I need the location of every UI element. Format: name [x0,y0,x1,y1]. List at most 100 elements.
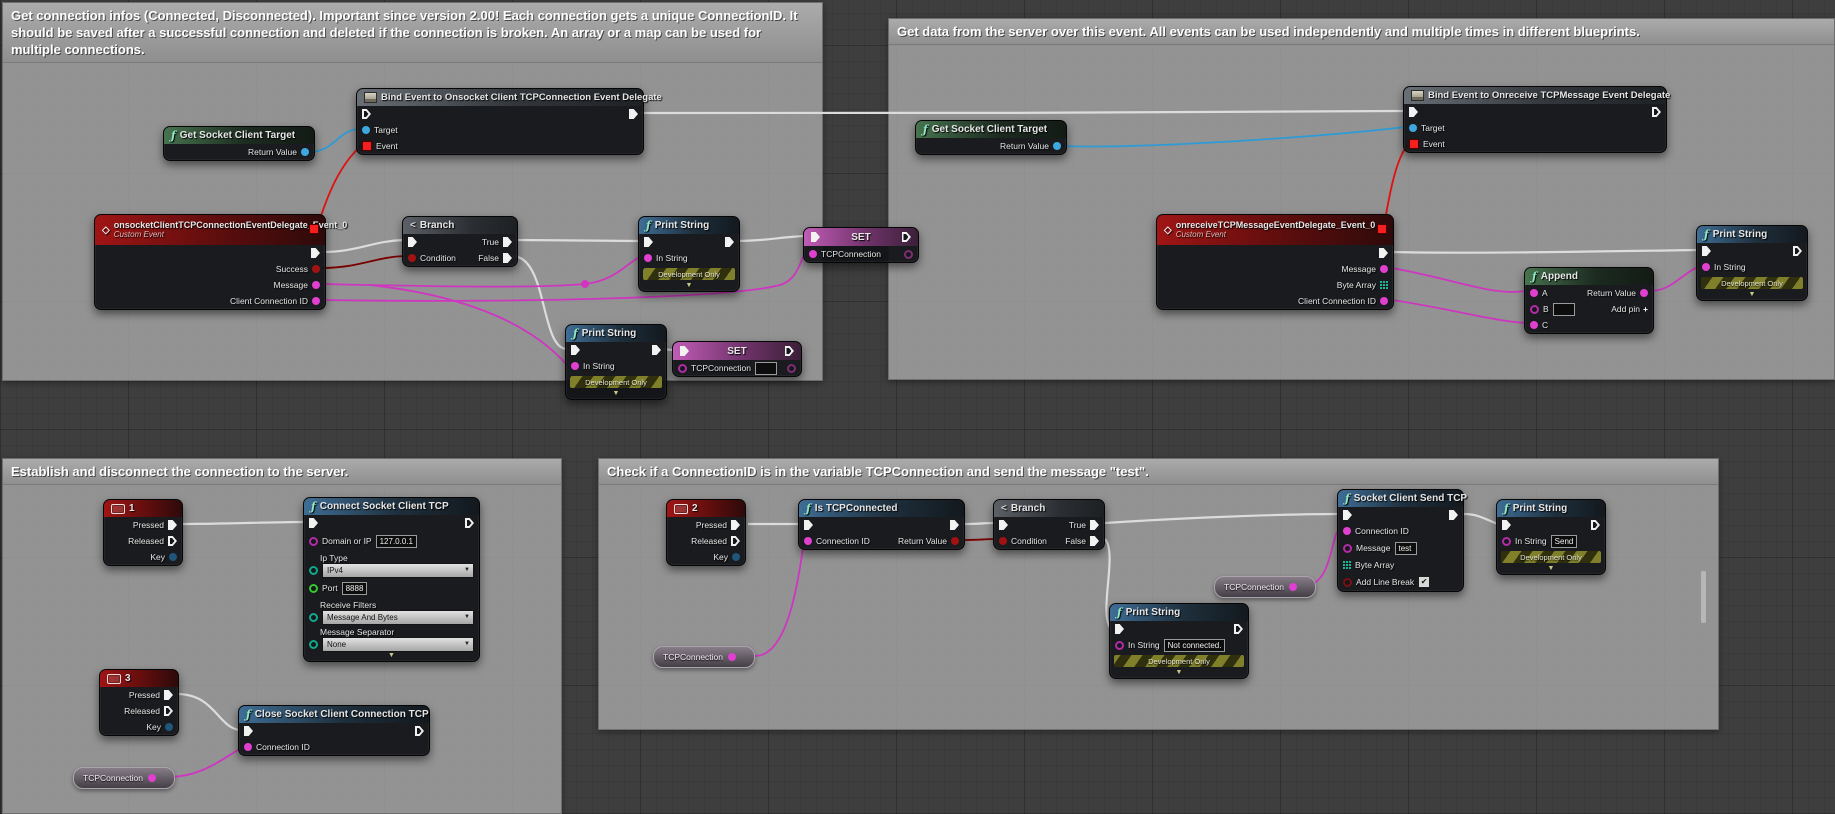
return-value-pin[interactable] [1053,142,1061,150]
message-pin[interactable] [312,281,320,289]
add-pin-icon[interactable]: + [1643,304,1648,314]
node-custom-event-onsocket[interactable]: ◇ onsocketClientTCPConnectionEventDelega… [94,214,347,310]
comment-scrollbar[interactable] [1701,571,1706,623]
in-string-pin[interactable] [1702,263,1710,271]
exec-out-pin[interactable] [1449,510,1458,520]
success-pin[interactable] [312,265,320,273]
exec-in-pin[interactable] [244,726,253,736]
comment-box-get-data[interactable]: Get data from the server over this event… [888,18,1835,380]
collapse-arrow-icon[interactable]: ▼ [1748,291,1756,298]
exec-in-pin[interactable] [804,520,813,530]
true-exec-pin[interactable] [503,237,512,247]
node-socket-client-send-tcp[interactable]: ƒ Socket Client Send TCP Connection ID M… [1337,489,1467,592]
output-pin[interactable] [148,774,157,782]
event-delegate-pin[interactable] [362,141,372,151]
exec-out-pin[interactable] [950,520,959,530]
pressed-exec-pin[interactable] [164,690,173,700]
node-append[interactable]: ƒ Append A Return Value B Add pin + [1524,267,1654,334]
byte-array-pin[interactable] [1380,281,1388,289]
receive-filters-pin[interactable] [309,613,318,622]
event-delegate-pin[interactable] [1409,139,1419,149]
in-string-pin[interactable] [644,254,652,262]
collapse-arrow-icon[interactable]: ▼ [612,390,620,397]
exec-in-pin[interactable] [680,346,689,356]
exec-in-pin[interactable] [362,109,371,119]
output-pin[interactable] [904,249,913,259]
exec-out-pin[interactable] [725,237,734,247]
condition-pin[interactable] [408,254,416,262]
comment-box-connection-infos[interactable]: Get connection infos (Connected, Disconn… [2,2,823,381]
node-get-socket-client-target-2[interactable]: ƒ Get Socket Client Target Return Value [915,120,1067,155]
exec-in-pin[interactable] [1115,624,1124,634]
exec-in-pin[interactable] [1702,246,1711,256]
node-branch-1[interactable]: < Branch True Condition False [402,216,518,267]
message-pin[interactable] [1380,265,1388,273]
node-branch-2[interactable]: < Branch True Condition False [993,499,1105,550]
node-get-socket-client-target-1[interactable]: ƒ Get Socket Client Target Return Value [163,126,315,161]
connection-id-pin[interactable] [244,743,252,751]
pin-c[interactable] [1530,321,1538,329]
target-pin[interactable] [362,126,370,134]
client-connection-id-pin[interactable] [1380,297,1388,305]
value-field[interactable] [755,361,778,375]
node-print-string-3[interactable]: ƒ Print String In String Development Onl… [1696,225,1808,301]
value-field[interactable] [1552,302,1575,316]
exec-in-pin[interactable] [1409,107,1418,117]
node-print-string-2[interactable]: ƒ Print String In String Development Onl… [565,324,667,400]
delegate-out-pin[interactable] [1377,224,1387,234]
exec-out-pin[interactable] [901,232,911,242]
released-exec-pin[interactable] [168,536,177,546]
port-pin[interactable] [309,583,318,593]
return-value-pin[interactable] [301,148,309,156]
key-pin[interactable] [169,553,177,561]
exec-in-pin[interactable] [999,520,1008,530]
in-string-pin[interactable] [571,362,579,370]
condition-pin[interactable] [999,537,1007,545]
true-exec-pin[interactable] [1090,520,1099,530]
message-pin[interactable] [1343,543,1352,553]
node-custom-event-onreceive[interactable]: ◇ onreceiveTCPMessageEventDelegate_Event… [1156,214,1394,310]
variable-get-tcpconnection-3[interactable]: TCPConnection [653,646,755,668]
released-exec-pin[interactable] [731,536,740,546]
ip-type-pin[interactable] [309,566,318,575]
output-pin[interactable] [1289,583,1298,591]
exec-out-pin[interactable] [1591,520,1600,530]
exec-out-pin[interactable] [1379,248,1388,258]
pressed-exec-pin[interactable] [168,520,177,530]
variable-get-tcpconnection-2[interactable]: TCPConnection [1214,576,1316,598]
message-separator-dropdown[interactable]: None [322,637,474,652]
byte-array-pin[interactable] [1343,561,1351,569]
in-string-pin[interactable] [1115,640,1124,650]
exec-out-pin[interactable] [311,248,320,258]
domain-or-ip-pin[interactable] [309,536,318,546]
node-close-socket-client-connection[interactable]: ƒ Close Socket Client Connection TCP Con… [238,705,430,756]
variable-get-tcpconnection-1[interactable]: TCPConnection [73,767,175,789]
return-value-pin[interactable] [951,537,959,545]
pressed-exec-pin[interactable] [731,520,740,530]
node-print-string-send[interactable]: ƒ Print String In String Send Developmen… [1496,499,1606,575]
target-pin[interactable] [1409,124,1417,132]
in-string-field[interactable]: Not connected. [1163,638,1226,652]
node-set-tcpconnection-1[interactable]: SET TCPConnection [803,227,919,263]
ip-type-dropdown[interactable]: IPv4 [322,563,474,578]
false-exec-pin[interactable] [1090,536,1099,546]
exec-out-pin[interactable] [629,109,638,119]
in-string-field[interactable]: Send [1550,534,1578,548]
output-pin[interactable] [728,653,737,661]
collapse-arrow-icon[interactable]: ▼ [388,652,395,659]
pin-a[interactable] [1530,289,1538,297]
delegate-out-pin[interactable] [309,224,319,234]
output-pin[interactable] [787,363,796,373]
node-print-string-not-connected[interactable]: ƒ Print String In String Not connected. … [1109,603,1249,679]
exec-in-pin[interactable] [571,345,580,355]
pin-b[interactable] [1530,304,1539,314]
exec-out-pin[interactable] [415,726,424,736]
add-line-break-checkbox[interactable]: ✔ [1418,576,1431,588]
node-bind-event-onsocket[interactable]: Bind Event to Onsocket Client TCPConnect… [356,88,662,155]
node-bind-event-onreceive[interactable]: Bind Event to Onreceive TCPMessage Event… [1403,86,1670,153]
return-value-pin[interactable] [1640,289,1648,297]
exec-out-pin[interactable] [652,345,661,355]
connection-id-pin[interactable] [804,537,812,545]
collapse-arrow-icon[interactable]: ▼ [1547,565,1555,572]
key-pin[interactable] [732,553,740,561]
